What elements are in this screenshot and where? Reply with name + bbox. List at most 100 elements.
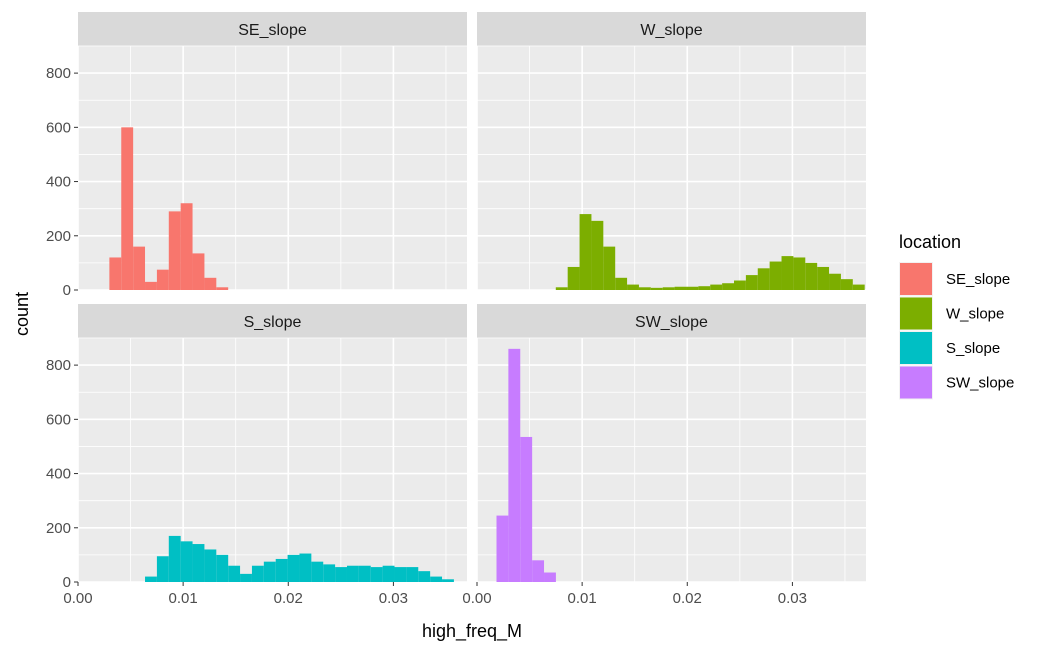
histogram-bar	[275, 558, 288, 582]
histogram-bar	[251, 565, 264, 582]
histogram-bar	[555, 287, 568, 290]
strip-background	[78, 12, 467, 46]
legend-item-s-slope: S_slope	[899, 331, 1000, 365]
histogram-bar	[192, 253, 205, 290]
legend-swatch	[900, 263, 932, 295]
histogram-bar	[805, 262, 818, 290]
legend-swatch	[900, 366, 932, 399]
histogram-bar	[793, 257, 806, 290]
x-tick-label: 0.02	[274, 590, 303, 607]
histogram-bar	[109, 257, 122, 290]
histogram-bar	[734, 280, 746, 290]
legend-label: SE_slope	[946, 271, 1010, 288]
legend-items: SE_slope W_slope S_slope SW_slope	[899, 262, 1014, 400]
histogram-bar	[121, 127, 134, 290]
histogram-bar	[745, 275, 758, 290]
legend: location SE_slope W_slope S_slope SW_slope	[899, 232, 1014, 400]
histogram-bar	[323, 564, 336, 582]
histogram-bar	[204, 277, 217, 290]
legend-item-sw-slope: SW_slope	[899, 365, 1014, 400]
histogram-bar	[358, 565, 371, 582]
panel-background	[477, 46, 866, 290]
legend-title: location	[899, 232, 961, 252]
histogram-bar	[180, 203, 193, 290]
y-tick-label: 800	[46, 357, 71, 374]
y-tick-label: 400	[46, 174, 71, 191]
x-tick-label: 0.02	[673, 590, 702, 607]
x-tick-label: 0.01	[568, 590, 597, 607]
y-axis-labels: 0 200 400 600 800 0 200 400 600 800	[46, 65, 78, 591]
y-tick-label: 0	[63, 282, 71, 299]
histogram-bar	[579, 214, 592, 290]
histogram-bar	[145, 576, 157, 582]
histogram-bar	[311, 561, 324, 582]
histogram-bar	[650, 287, 663, 290]
x-axis-labels: 0.00 0.01 0.02 0.03 0.00 0.01 0.02 0.03	[63, 582, 807, 607]
histogram-bar	[757, 268, 770, 290]
y-tick-label: 200	[46, 228, 71, 245]
histogram-bar	[769, 261, 782, 290]
histogram-bar	[710, 284, 723, 290]
legend-swatch	[900, 297, 932, 330]
histogram-bar	[145, 281, 157, 290]
y-tick-label: 200	[46, 520, 71, 537]
histogram-bar	[781, 256, 794, 290]
histogram-bar	[430, 576, 443, 582]
histogram-bar	[638, 287, 651, 290]
legend-swatch	[900, 332, 932, 364]
strip-label: S_slope	[244, 314, 302, 331]
histogram-bar	[168, 211, 181, 290]
strip-background	[477, 304, 866, 338]
legend-label: S_slope	[946, 340, 1000, 357]
histogram-bar	[722, 283, 735, 290]
panel-se-slope: SE_slope	[77, 12, 467, 291]
histogram-bar	[228, 565, 241, 582]
x-axis-title: high_freq_M	[422, 621, 522, 642]
x-tick-label: 0.00	[462, 590, 491, 607]
histogram-bar	[544, 572, 556, 582]
histogram-bar	[829, 273, 841, 290]
x-tick-label: 0.03	[379, 590, 408, 607]
histogram-bar	[156, 269, 169, 290]
histogram-bar	[133, 246, 146, 290]
histogram-bar	[346, 565, 359, 582]
histogram-bar	[240, 573, 252, 582]
strip-label: W_slope	[640, 22, 702, 39]
histogram-bar	[496, 515, 509, 582]
histogram-bar	[840, 279, 853, 290]
histogram-bar	[168, 535, 181, 582]
panel-background	[477, 338, 866, 582]
histogram-bar	[591, 220, 604, 290]
histogram-bar	[263, 561, 276, 582]
legend-label: SW_slope	[946, 375, 1014, 392]
histogram-bar	[192, 544, 205, 582]
x-tick-label: 0.00	[63, 590, 92, 607]
panel-s-slope: S_slope	[77, 304, 467, 583]
histogram-bar	[287, 554, 300, 582]
histogram-bar	[442, 579, 454, 582]
histogram-bar	[698, 286, 711, 290]
y-tick-label: 800	[46, 65, 71, 82]
x-tick-label: 0.03	[778, 590, 807, 607]
legend-item-w-slope: W_slope	[899, 296, 1004, 331]
histogram-bar	[567, 266, 580, 290]
y-tick-label: 600	[46, 119, 71, 136]
panel-background	[78, 338, 467, 582]
strip-background	[477, 12, 866, 46]
histogram-bar	[686, 286, 699, 290]
histogram-bar	[382, 565, 395, 582]
strip-label: SE_slope	[238, 22, 307, 39]
histogram-bar	[852, 284, 865, 290]
panel-sw-slope: SW_slope	[476, 304, 866, 583]
histogram-bar	[615, 277, 628, 290]
histogram-bar	[335, 567, 347, 582]
histogram-bar	[216, 554, 229, 582]
panel-w-slope: W_slope	[476, 12, 866, 291]
histogram-bar	[156, 556, 169, 582]
histogram-bar	[627, 284, 639, 290]
histogram-bar	[603, 246, 616, 290]
histogram-bar	[180, 541, 193, 582]
histogram-bar	[216, 287, 229, 290]
histogram-bar	[418, 571, 431, 582]
